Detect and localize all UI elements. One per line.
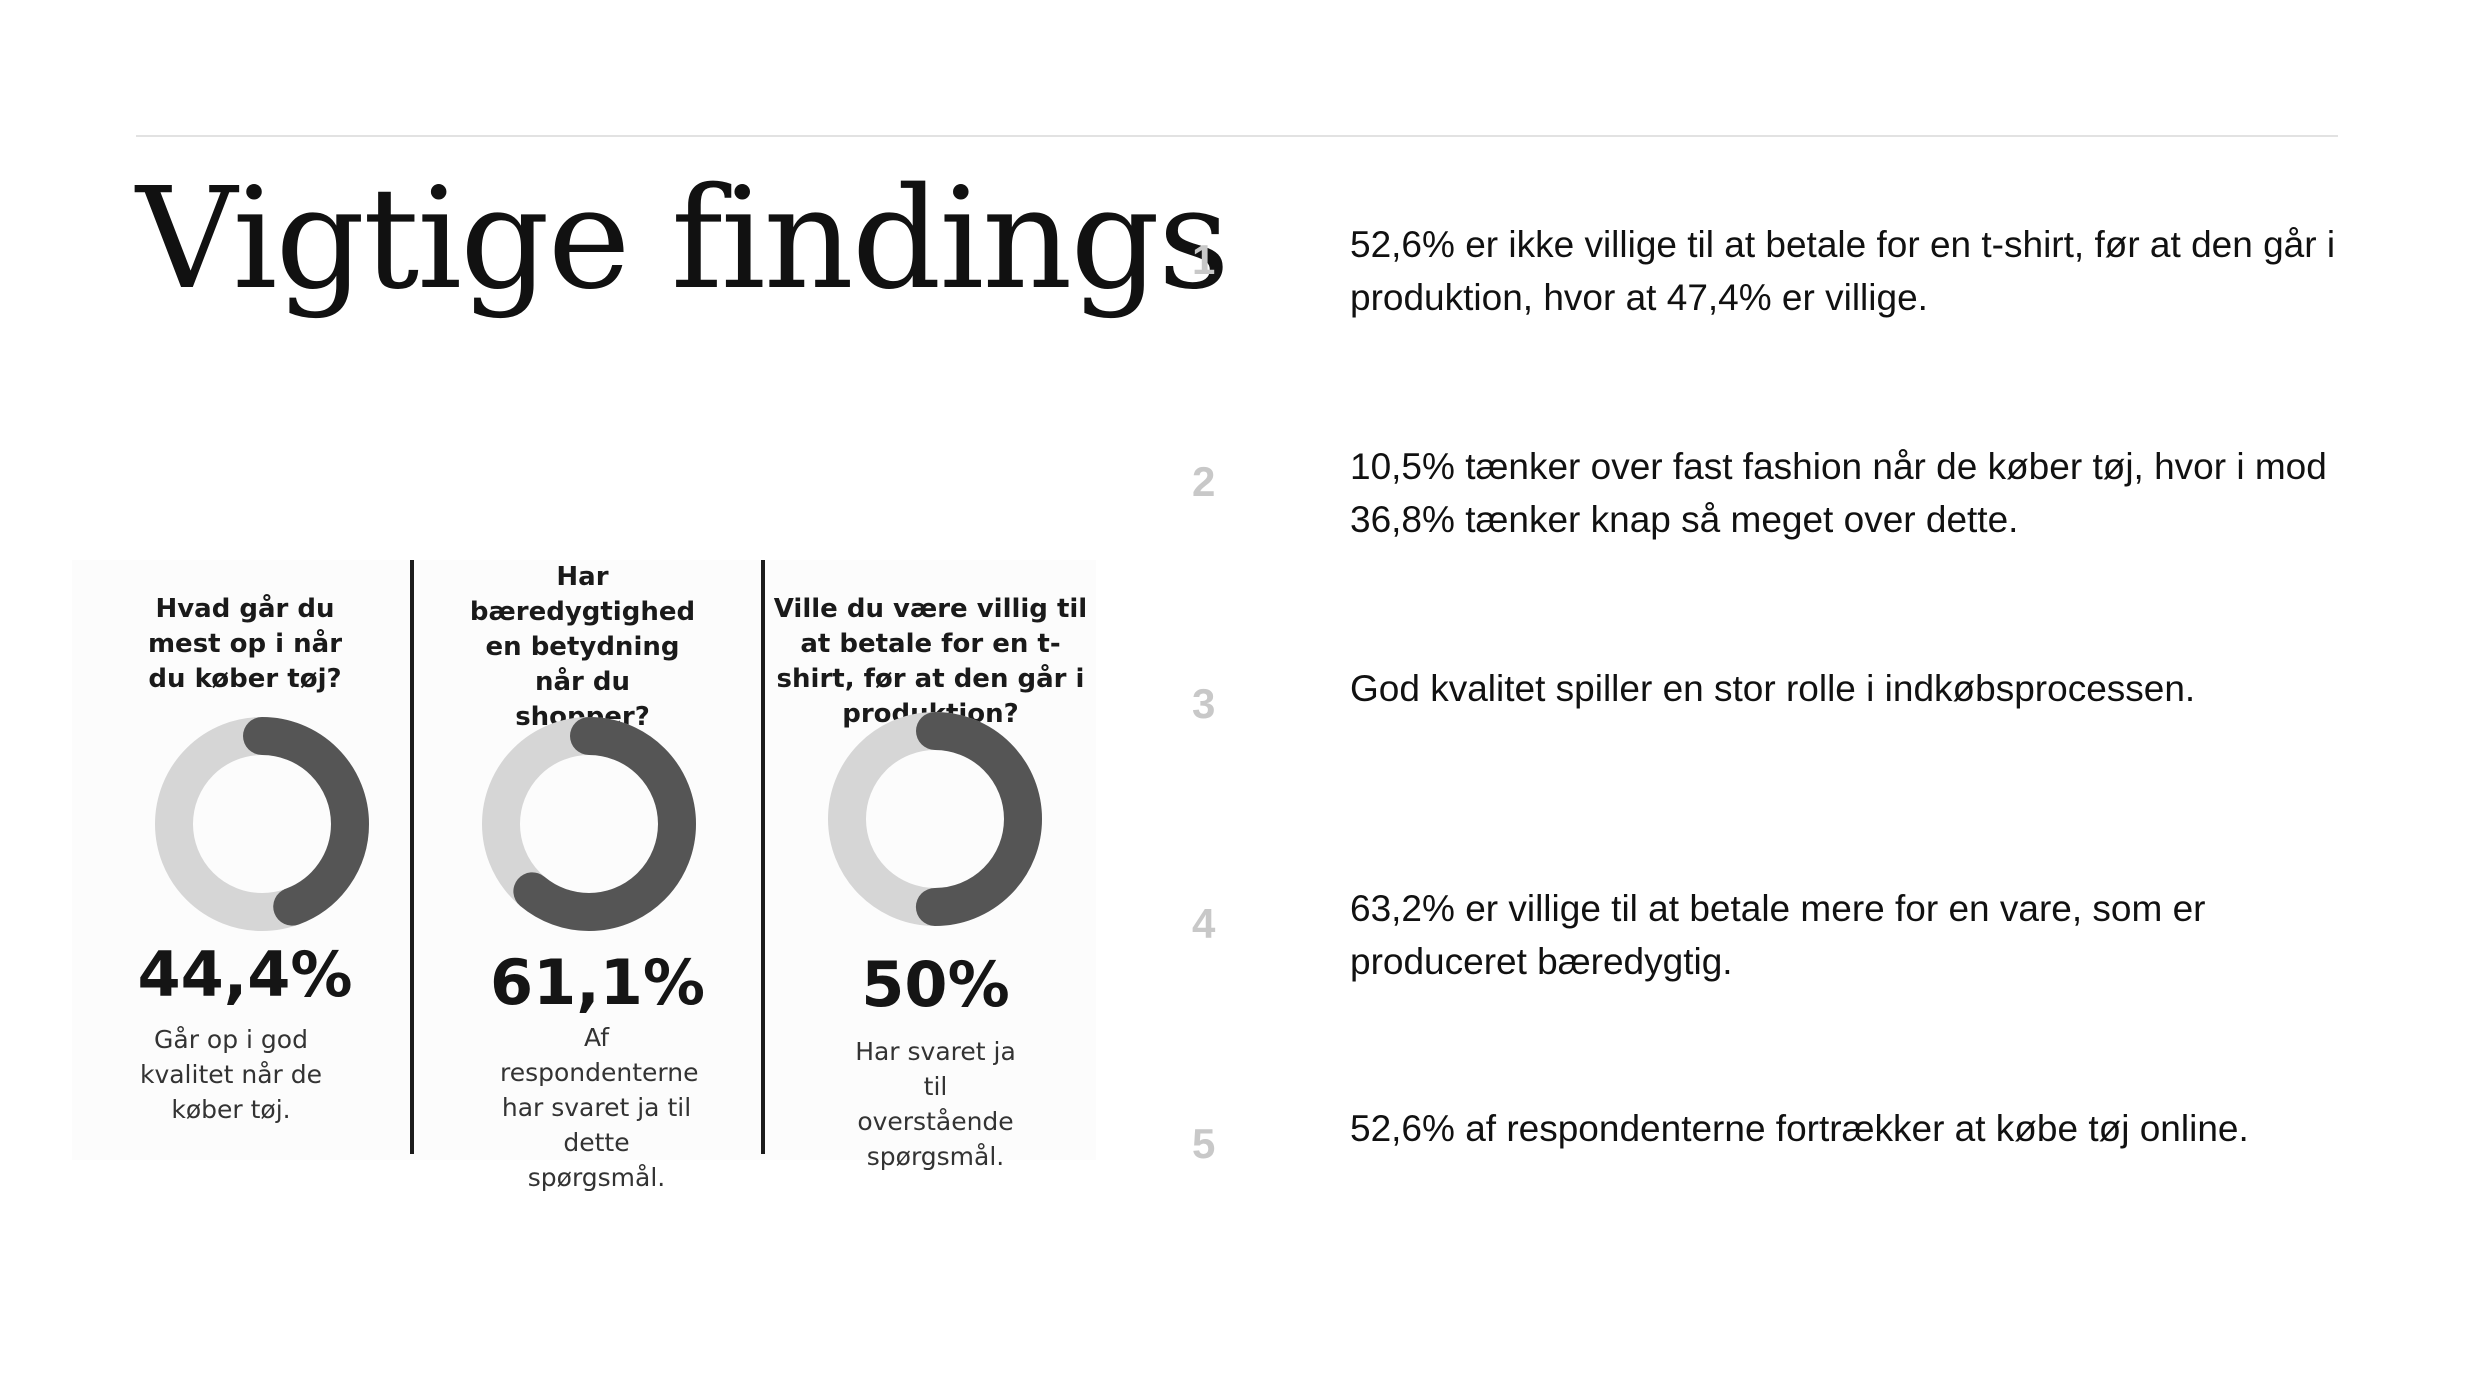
finding-text: God kvalitet spiller en stor rolle i ind…	[1350, 668, 2196, 709]
donut-ring	[482, 717, 696, 931]
page-title: Vigtige findings	[136, 158, 1230, 321]
column-separator	[761, 560, 765, 1154]
finding-text: 63,2% er villige til at betale mere for …	[1350, 888, 2206, 982]
finding-text: 10,5% tænker over fast fashion når de kø…	[1350, 446, 2327, 540]
donut-ring	[155, 717, 369, 931]
donut-caption: Har svaret ja til overstående spørgsmål.	[855, 1037, 1016, 1171]
donut-question: Ville du være villig til at betale for e…	[773, 594, 1088, 729]
donut-segment	[482, 717, 696, 931]
top-divider	[136, 135, 2338, 137]
donut-value: 61,1%	[489, 946, 706, 1019]
finding-number: 4	[1192, 900, 1216, 947]
finding-number: 2	[1192, 458, 1216, 505]
column-separator	[410, 560, 414, 1154]
donut-chart-quality: Hvad går du mest op i når du køber tøj? …	[72, 560, 410, 1160]
donut-ring	[828, 712, 1042, 926]
donut-segment	[828, 712, 1042, 926]
donut-chart-preorder: Ville du være villig til at betale for e…	[765, 560, 1096, 1171]
donut-charts-panel: Hvad går du mest op i når du køber tøj? …	[72, 560, 1096, 1192]
finding-text: 52,6% af respondenterne fortrækker at kø…	[1350, 1108, 2249, 1149]
finding-number: 3	[1192, 680, 1216, 727]
donut-value: 50%	[861, 948, 1010, 1021]
donut-caption: Af respondenterne har svaret ja til dett…	[500, 1023, 699, 1192]
finding-number: 1	[1192, 236, 1216, 283]
donut-caption: Går op i god kvalitet når de køber tøj.	[139, 1025, 323, 1124]
donut-segment	[155, 717, 369, 931]
finding-text: 52,6% er ikke villige til at betale for …	[1350, 224, 2336, 318]
donut-chart-sustainability: Har bæredygtighed en betydning når du sh…	[414, 560, 761, 1192]
donut-value: 44,4%	[137, 938, 353, 1011]
donut-question: Hvad går du mest op i når du køber tøj?	[147, 594, 343, 694]
finding-number: 5	[1192, 1120, 1216, 1167]
donut-question: Har bæredygtighed en betydning når du sh…	[469, 562, 696, 732]
